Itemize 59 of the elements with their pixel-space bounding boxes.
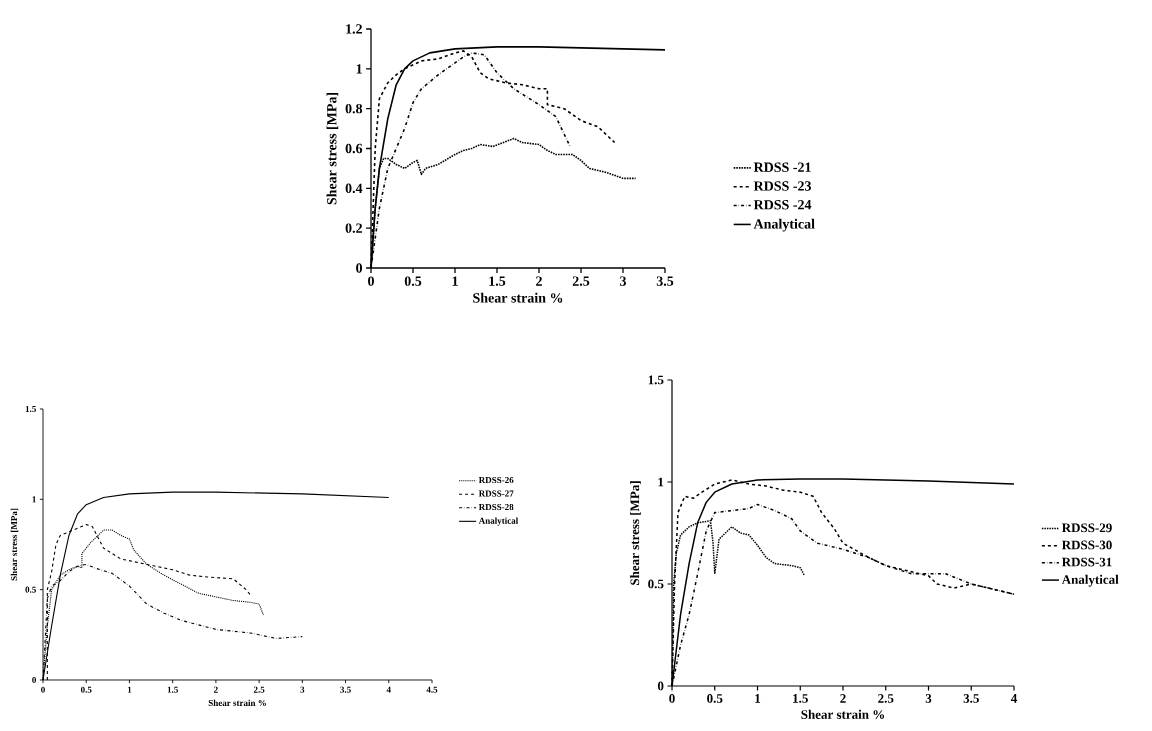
x-tick-label: 3.5	[963, 694, 979, 703]
y-tick-label: 1	[658, 477, 664, 487]
x-axis-title: Shear strain %	[473, 292, 563, 303]
legend-label: RDSS-27	[478, 490, 514, 497]
y-tick-label: 0.6	[345, 143, 363, 154]
x-tick-label: 1	[755, 694, 761, 703]
x-tick-label: 0	[368, 276, 374, 286]
x-tick-label: 0.5	[404, 276, 422, 286]
y-tick-label: 0.4	[345, 183, 363, 194]
legend-label: Analytical	[478, 517, 519, 526]
y-tick-label: 0.5	[648, 579, 664, 589]
y-tick-label: 0	[356, 263, 363, 273]
x-tick-label: 2	[536, 276, 542, 286]
x-tick-label: 1	[127, 686, 132, 693]
x-tick-label: 4	[1010, 694, 1018, 703]
x-tick-label: 3	[925, 694, 932, 703]
y-tick-label: 1.5	[25, 405, 36, 413]
y-axis-title: Shear stress [MPa]	[630, 481, 641, 585]
x-tick-label: 1.5	[793, 694, 808, 703]
legend-label: Analytical	[1061, 574, 1119, 587]
y-axis-title: Shear stress [MPa]	[326, 92, 339, 205]
x-tick-label: 1	[452, 276, 458, 286]
x-tick-label: 0.5	[707, 694, 723, 703]
y-tick-label: 0.8	[345, 103, 363, 114]
x-tick-label: 0.5	[80, 686, 92, 693]
y-axis-title: Shear stress [MPa]	[10, 508, 19, 581]
x-tick-label: 2	[840, 694, 846, 703]
legend-label: RDSS-30	[1061, 540, 1112, 550]
y-tick-label: 1.5	[648, 375, 664, 385]
x-tick-label: 2.5	[572, 276, 590, 286]
x-tick-label: 3	[300, 686, 305, 693]
x-tick-label: 0	[41, 686, 45, 693]
x-tick-label: 1.5	[167, 686, 178, 693]
x-tick-label: 2	[214, 686, 218, 693]
x-tick-label: 1.5	[489, 276, 506, 286]
x-tick-label: 3.5	[340, 686, 351, 693]
y-tick-label: 0.5	[25, 586, 36, 593]
legend-label: RDSS -23	[753, 181, 812, 191]
x-tick-label: 2.5	[878, 694, 894, 703]
x-tick-label: 4.5	[426, 686, 438, 693]
legend-label: RDSS-31	[1061, 557, 1112, 567]
legend-label: RDSS-29	[1061, 523, 1112, 533]
legend-label: RDSS-26	[478, 477, 514, 484]
x-tick-label: 3.5	[656, 276, 674, 286]
x-tick-label: 0	[669, 694, 675, 703]
y-tick-label: 1	[356, 64, 362, 74]
x-axis-title: Shear strain %	[208, 699, 266, 707]
legend-label: RDSS -24	[753, 200, 812, 210]
legend-label: Analytical	[753, 218, 815, 232]
y-tick-label: 0.2	[345, 223, 362, 233]
y-tick-label: 1.2	[346, 24, 362, 34]
x-axis-title: Shear strain %	[801, 709, 885, 719]
x-tick-label: 2.5	[253, 686, 265, 693]
y-tick-label: 1	[32, 496, 36, 503]
x-tick-label: 3	[620, 276, 627, 286]
x-tick-label: 4	[386, 686, 391, 693]
legend-label: RDSS-28	[478, 503, 514, 511]
y-tick-label: 0	[32, 676, 36, 684]
legend-label: RDSS -21	[753, 162, 811, 172]
